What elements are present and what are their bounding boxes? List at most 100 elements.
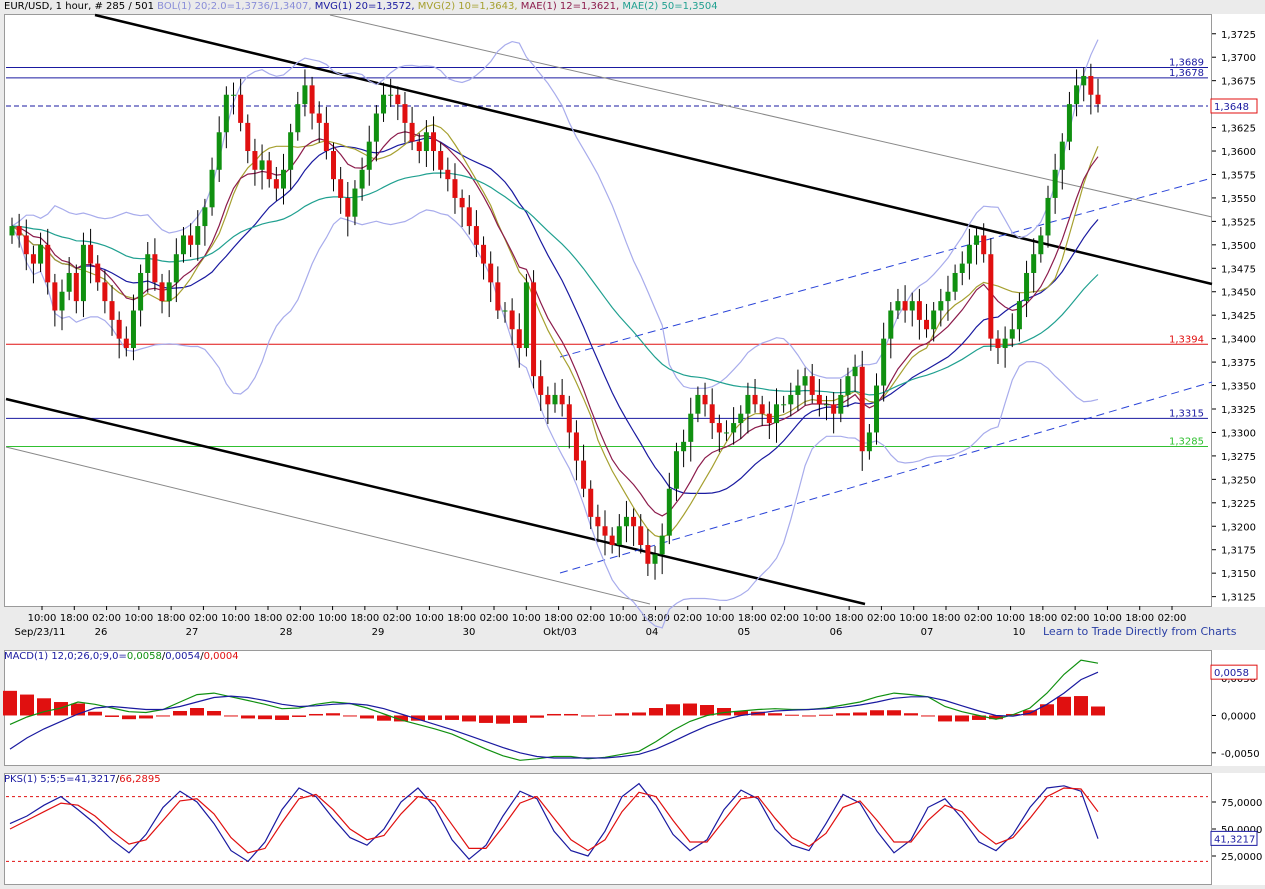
candle-body — [924, 319, 930, 330]
level-label: 1,3394 — [1169, 334, 1204, 345]
pks-tick-label: 50,0000 — [1221, 825, 1262, 836]
candle-body — [938, 301, 944, 311]
bollinger-lower — [11, 209, 1099, 629]
x-tick-label: 10:00 — [318, 613, 347, 624]
candle-body — [209, 169, 215, 208]
candle-body — [781, 404, 787, 406]
y-tick-label: 1,3725 — [1221, 30, 1256, 41]
candle-body — [645, 545, 651, 564]
candle-body — [595, 516, 601, 527]
macd-histogram-bar — [224, 715, 238, 717]
candle-body — [702, 394, 708, 405]
macd-last-box — [1210, 664, 1258, 680]
candle-body — [223, 94, 229, 133]
candle-body — [352, 188, 358, 217]
macd-histogram-bar — [479, 715, 493, 723]
candle-body — [245, 122, 251, 152]
x-tick-label: 02:00 — [770, 613, 799, 624]
x-tick-label: 10:00 — [899, 613, 928, 624]
candle-body — [573, 432, 579, 461]
macd-histogram-bar — [207, 710, 221, 716]
candle-body — [466, 207, 472, 227]
candle-body — [381, 94, 387, 114]
macd-histogram-bar — [853, 712, 867, 716]
candle-body — [95, 263, 101, 283]
macd-histogram-bar — [666, 704, 680, 716]
header-mae12: MAE(1) 12=1,3621, — [520, 1, 620, 12]
candle-body — [795, 385, 801, 395]
header-symbol: EUR/USD — [4, 1, 50, 12]
candle-body — [109, 301, 115, 320]
candle-body — [295, 104, 301, 133]
macd-sep2: / — [200, 651, 204, 662]
candle-body — [130, 310, 136, 349]
candle-body — [188, 235, 194, 245]
x-tick-label: 10:00 — [124, 613, 153, 624]
candle-body — [145, 254, 151, 273]
x-tick-label: 18:00 — [1028, 613, 1057, 624]
candle-body — [252, 151, 258, 170]
macd-histogram-bar — [989, 715, 1003, 720]
candle-body — [716, 423, 722, 433]
candle-body — [888, 310, 894, 339]
candle-body — [238, 94, 244, 123]
level-label: 1,3285 — [1169, 437, 1204, 448]
macd-histogram-bar — [292, 715, 306, 717]
candle-body — [302, 85, 308, 105]
macd-histogram-bar — [343, 715, 357, 717]
candle-body — [445, 169, 451, 180]
macd-histogram-bar — [904, 713, 918, 716]
level-label: 1,3315 — [1169, 408, 1204, 419]
candle-body — [431, 132, 437, 152]
macd-histogram-bar — [241, 715, 255, 719]
candle-body — [952, 272, 958, 292]
candle-body — [631, 516, 637, 527]
candle-body — [323, 122, 329, 152]
candle-body — [373, 113, 379, 142]
macd-histogram-bar — [1040, 704, 1054, 716]
candle-body — [616, 526, 622, 546]
pks-chart[interactable]: 75,0000 50,0000 25,0000 41,3217 — [0, 773, 1265, 887]
macd-line — [9, 659, 1099, 761]
candle-body — [23, 235, 29, 255]
candle-body — [316, 113, 322, 123]
x-date-label: 05 — [738, 627, 751, 638]
x-date-label: 07 — [921, 627, 934, 638]
candle-body — [66, 272, 72, 292]
x-tick-label: 18:00 — [60, 613, 89, 624]
candle-body — [809, 376, 815, 395]
y-tick-label: 1,3575 — [1221, 170, 1256, 181]
macd-tick-label: 0,0000 — [1221, 711, 1256, 722]
x-tick-label: 02:00 — [286, 613, 315, 624]
candle-body — [931, 310, 937, 330]
y-tick-label: 1,3675 — [1221, 77, 1256, 88]
macd-histogram-bar — [581, 715, 595, 717]
learn-link[interactable]: Learn to Trade Directly from Charts — [1043, 625, 1237, 638]
candle-body — [180, 235, 186, 255]
macd-signal-line — [9, 671, 1099, 759]
candle-body — [766, 413, 772, 424]
y-tick-label: 1,3400 — [1221, 335, 1256, 346]
macd-histogram-bar — [768, 713, 782, 716]
candle-body — [723, 432, 729, 434]
y-tick-label: 1,3375 — [1221, 358, 1256, 369]
mvg10-line — [11, 124, 1099, 539]
macd-histogram-bar — [530, 715, 544, 718]
pks-tick-label: 75,0000 — [1221, 798, 1262, 809]
pks-last-box — [1210, 830, 1258, 846]
mvg20-line — [11, 137, 1099, 494]
candle-body — [273, 179, 279, 189]
y-tick-label: 1,3275 — [1221, 452, 1256, 463]
candle-body — [1052, 169, 1058, 198]
candle-body — [709, 404, 715, 424]
macd-histogram-bar — [360, 715, 374, 719]
candle-body — [102, 282, 108, 302]
macd-histogram-bar — [122, 715, 136, 720]
x-tick-label: 18:00 — [350, 613, 379, 624]
thin-trend-lower — [5, 446, 651, 605]
price-chart[interactable]: 1,37251,37001,36751,36501,36251,36001,35… — [0, 0, 1265, 640]
header-timeframe: , 1 hour, # 285 / 501 — [49, 1, 154, 12]
macd-histogram-bar — [462, 715, 476, 722]
candle-body — [1016, 301, 1022, 330]
